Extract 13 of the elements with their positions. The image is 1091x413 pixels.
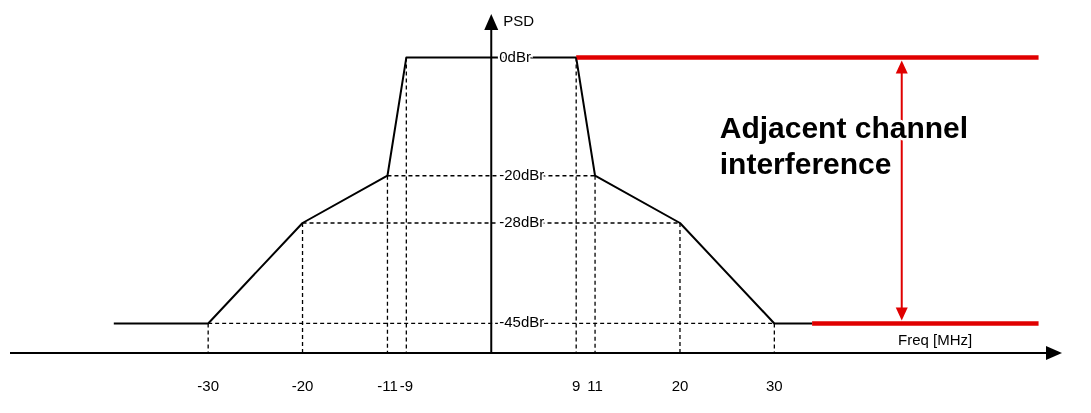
x-tick-label: 11	[587, 377, 603, 394]
x-tick-label: -9	[399, 377, 413, 394]
y-tick-label: -28dBr	[499, 212, 545, 230]
x-axis-title: Freq [MHz]	[898, 331, 973, 348]
y-axis-title: PSD	[503, 12, 535, 29]
x-tick-label: -20	[291, 377, 314, 394]
y-tick-label: -45dBr	[499, 313, 545, 331]
x-tick-label: -30	[197, 377, 220, 394]
x-tick-label: 20	[671, 377, 689, 394]
y-tick-label: -20dBr	[499, 165, 545, 183]
x-tick-label: 30	[766, 377, 783, 394]
x-tick-label: 9	[572, 377, 581, 394]
x-tick-label: -11	[377, 377, 398, 394]
